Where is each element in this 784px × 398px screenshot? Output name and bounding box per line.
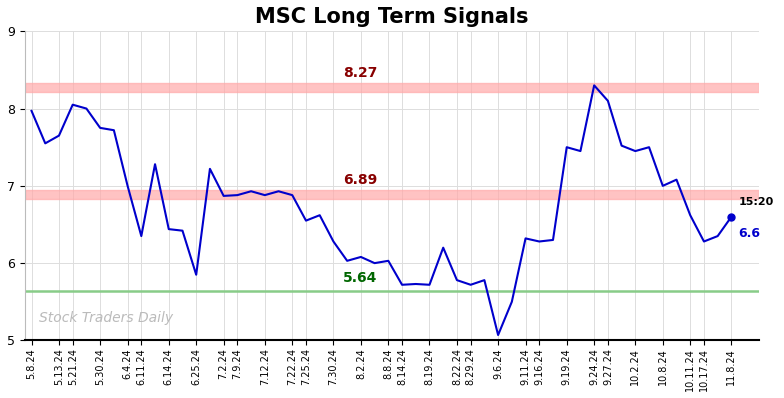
- Text: 15:20: 15:20: [739, 197, 774, 207]
- Text: 8.27: 8.27: [343, 66, 378, 80]
- Text: Stock Traders Daily: Stock Traders Daily: [39, 311, 173, 325]
- Text: 5.64: 5.64: [343, 271, 378, 285]
- Title: MSC Long Term Signals: MSC Long Term Signals: [255, 7, 528, 27]
- Text: 6.6: 6.6: [739, 227, 760, 240]
- Bar: [24, 84, 759, 92]
- Bar: [24, 190, 759, 199]
- Text: 6.89: 6.89: [343, 173, 378, 187]
